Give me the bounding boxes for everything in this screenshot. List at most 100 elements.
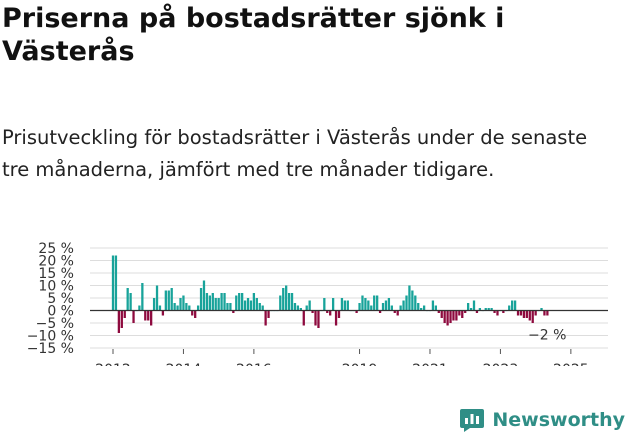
bar bbox=[484, 308, 487, 311]
bar bbox=[238, 293, 241, 311]
bar bbox=[466, 303, 470, 311]
bar bbox=[141, 283, 144, 311]
bar bbox=[243, 300, 247, 311]
bar bbox=[496, 310, 499, 316]
bar bbox=[373, 295, 376, 311]
bar bbox=[282, 288, 285, 311]
y-tick-label: −10 % bbox=[27, 329, 74, 345]
bar bbox=[285, 285, 288, 311]
bar bbox=[528, 310, 531, 321]
bar bbox=[493, 310, 496, 313]
bar bbox=[173, 303, 176, 311]
y-tick-label: 15 % bbox=[38, 266, 74, 282]
bar bbox=[531, 310, 534, 323]
bar bbox=[329, 310, 332, 316]
bar bbox=[279, 295, 282, 311]
bar bbox=[434, 305, 437, 311]
bar bbox=[478, 308, 482, 311]
bar bbox=[220, 293, 223, 311]
bar bbox=[217, 298, 220, 311]
bar bbox=[437, 310, 440, 313]
bar bbox=[252, 293, 256, 311]
y-tick-label: −15 % bbox=[27, 341, 74, 357]
bar bbox=[381, 303, 385, 311]
bar bbox=[170, 288, 173, 311]
bar bbox=[138, 305, 141, 311]
bar bbox=[191, 310, 194, 316]
bar bbox=[525, 310, 528, 318]
bar bbox=[487, 308, 490, 311]
bar bbox=[546, 310, 549, 316]
x-tick-label: 2016 bbox=[236, 362, 272, 366]
x-axis-labels: 2012 2014 2016 2019 2021 2023 2025 bbox=[95, 349, 589, 366]
bar bbox=[443, 310, 446, 323]
x-tick-label: 2025 bbox=[553, 362, 589, 366]
x-tick-label: 2023 bbox=[483, 362, 519, 366]
x-tick-label: 2019 bbox=[342, 362, 378, 366]
annotations: −2 % bbox=[528, 328, 566, 344]
bar bbox=[508, 305, 511, 311]
bar bbox=[305, 305, 308, 311]
bar bbox=[182, 295, 185, 311]
bar bbox=[469, 308, 473, 311]
bar bbox=[258, 303, 261, 311]
bar bbox=[323, 298, 326, 311]
bar bbox=[396, 310, 399, 316]
bar bbox=[513, 300, 517, 311]
bar bbox=[126, 288, 129, 311]
bar bbox=[331, 298, 335, 311]
bar bbox=[446, 310, 449, 326]
bar bbox=[317, 310, 320, 328]
bar bbox=[464, 310, 467, 313]
bar bbox=[340, 298, 344, 311]
bar bbox=[376, 295, 379, 311]
bar bbox=[361, 295, 364, 311]
y-tick-label: 5 % bbox=[47, 291, 74, 307]
bar bbox=[155, 285, 159, 311]
bar bbox=[502, 310, 505, 313]
bar bbox=[208, 295, 211, 311]
bar bbox=[414, 295, 417, 311]
y-tick-label: −5 % bbox=[36, 316, 74, 332]
bar bbox=[132, 310, 135, 323]
bar bbox=[185, 303, 188, 311]
bar bbox=[120, 310, 123, 328]
bar bbox=[367, 300, 370, 311]
bar bbox=[214, 298, 217, 311]
bar bbox=[364, 298, 367, 311]
y-tick-label: 20 % bbox=[38, 254, 74, 270]
bar bbox=[511, 300, 514, 311]
bar bbox=[264, 310, 267, 326]
bar bbox=[540, 308, 543, 311]
chart-title: Priserna på bostadsrätter sjönk i Väster… bbox=[2, 3, 505, 67]
bar bbox=[194, 310, 197, 318]
bar bbox=[346, 300, 349, 311]
bar bbox=[167, 290, 170, 311]
bar bbox=[308, 300, 311, 311]
bar bbox=[199, 288, 203, 311]
bar-chart: 25 %20 %15 %10 %5 %0 %−5 %−10 %−15 % 201… bbox=[27, 241, 608, 366]
bar bbox=[393, 310, 396, 313]
bar bbox=[261, 305, 264, 311]
bar bbox=[223, 293, 226, 311]
bar bbox=[176, 305, 179, 311]
bar bbox=[314, 310, 317, 326]
bar bbox=[205, 293, 209, 311]
bar bbox=[287, 293, 291, 311]
bar bbox=[241, 293, 244, 311]
bar bbox=[129, 293, 132, 311]
bar bbox=[472, 300, 476, 311]
bar bbox=[114, 255, 118, 311]
bar bbox=[411, 290, 414, 311]
bar-chart-logo-icon bbox=[460, 409, 485, 432]
bar bbox=[422, 305, 426, 311]
bar bbox=[461, 310, 464, 318]
bar bbox=[299, 308, 302, 311]
brand-logo: Newsworthy bbox=[459, 407, 625, 433]
bar bbox=[519, 310, 523, 316]
bar bbox=[337, 310, 341, 318]
bar bbox=[455, 310, 458, 321]
y-tick-label: 10 % bbox=[38, 279, 74, 295]
bar bbox=[123, 310, 126, 318]
y-axis-labels: 25 %20 %15 %10 %5 %0 %−5 %−10 %−15 % bbox=[27, 241, 74, 357]
